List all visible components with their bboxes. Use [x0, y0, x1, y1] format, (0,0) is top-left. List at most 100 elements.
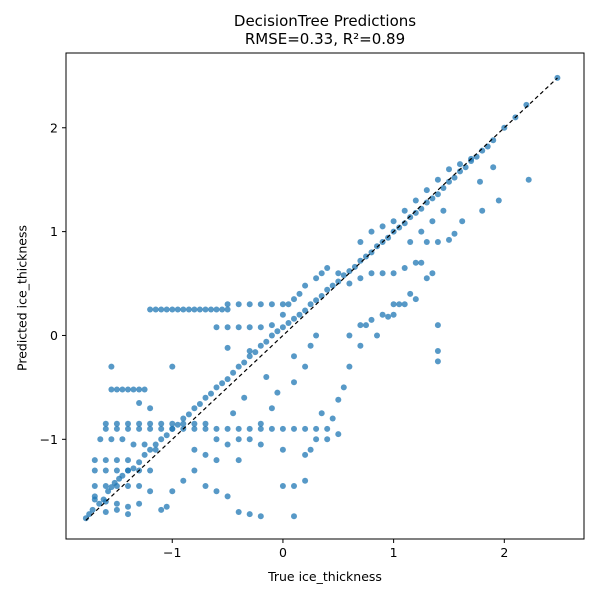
scatter-point	[291, 483, 297, 489]
scatter-point	[401, 207, 408, 214]
scatter-point	[363, 253, 369, 260]
scatter-point	[357, 342, 364, 349]
scatter-point	[263, 338, 270, 345]
scatter-point	[191, 420, 198, 427]
y-ticks: −1 0 1 2	[40, 120, 66, 447]
scatter-point	[241, 359, 248, 366]
scatter-point	[412, 197, 419, 204]
scatter-point	[385, 234, 392, 241]
scatter-point	[152, 446, 159, 453]
scatter-point	[407, 290, 414, 297]
scatter-point	[313, 297, 320, 304]
scatter-point	[89, 506, 96, 513]
scatter-point	[257, 342, 264, 349]
scatter-point	[125, 503, 131, 510]
scatter-point	[125, 511, 131, 518]
scatter-point	[213, 457, 220, 464]
scatter-point	[213, 488, 220, 495]
scatter-point	[307, 301, 314, 308]
scatter-point	[434, 176, 441, 183]
scatter-point	[429, 195, 436, 202]
scatter-point	[125, 425, 131, 432]
points-layer	[82, 74, 561, 522]
x-tick-label: 2	[500, 545, 508, 560]
scatter-point	[202, 306, 209, 313]
scatter-point	[102, 483, 109, 489]
scatter-point	[257, 420, 264, 427]
scatter-point	[152, 441, 159, 448]
scatter-point	[191, 405, 198, 412]
scatter-point	[119, 436, 126, 443]
scatter-point	[136, 500, 143, 507]
scatter-point	[163, 503, 170, 510]
scatter-point	[91, 467, 98, 474]
y-tick-label: 0	[50, 328, 58, 343]
scatter-point	[252, 349, 259, 356]
scatter-point	[224, 324, 231, 331]
scatter-point	[357, 239, 364, 245]
scatter-point	[335, 431, 342, 438]
scatter-point	[224, 306, 231, 313]
scatter-point	[235, 436, 242, 443]
scatter-point	[235, 457, 242, 464]
scatter-point	[208, 390, 214, 397]
scatter-point	[136, 459, 143, 466]
scatter-point	[158, 436, 165, 443]
scatter-point	[479, 207, 486, 214]
x-ticks: −1 0 1 2	[163, 539, 508, 560]
scatter-point	[213, 436, 220, 443]
scatter-point	[446, 178, 452, 185]
scatter-point	[163, 432, 170, 439]
scatter-point	[279, 324, 286, 331]
scatter-point	[213, 384, 220, 391]
scatter-point	[351, 263, 358, 270]
scatter-point	[418, 205, 425, 212]
scatter-point	[368, 228, 375, 235]
scatter-point	[274, 389, 281, 396]
scatter-point	[401, 301, 408, 308]
scatter-point	[246, 301, 253, 308]
scatter-point	[434, 322, 441, 329]
scatter-point	[230, 410, 237, 417]
scatter-point	[346, 332, 353, 339]
scatter-point	[202, 451, 209, 458]
scatter-point	[169, 425, 176, 432]
scatter-point	[96, 500, 103, 507]
scatter-point	[113, 420, 120, 427]
scatter-point	[440, 207, 447, 214]
scatter-point	[291, 315, 297, 322]
scatter-point	[86, 511, 93, 518]
scatter-point	[224, 425, 231, 432]
scatter-point	[136, 483, 143, 489]
scatter-point	[407, 214, 414, 221]
scatter-point	[279, 425, 286, 432]
scatter-point	[113, 506, 120, 513]
scatter-point	[296, 290, 303, 297]
scatter-point	[125, 483, 131, 489]
scatter-point	[268, 332, 275, 339]
scatter-point	[368, 316, 375, 323]
scatter-point	[423, 275, 430, 282]
scatter-point	[346, 268, 353, 275]
scatter-point	[213, 425, 220, 432]
scatter-point	[473, 153, 480, 160]
scatter-point	[119, 386, 126, 393]
scatter-point	[302, 451, 309, 458]
scatter-point	[302, 307, 309, 314]
scatter-point	[202, 420, 209, 427]
scatter-point	[91, 457, 98, 464]
scatter-point	[401, 220, 408, 227]
scatter-point	[296, 311, 303, 318]
scatter-point	[313, 332, 320, 339]
scatter-point	[147, 420, 154, 427]
scatter-point	[484, 143, 491, 150]
scatter-point	[268, 425, 275, 432]
scatter-point	[136, 400, 143, 406]
scatter-point	[191, 306, 198, 313]
scatter-point	[174, 306, 181, 313]
scatter-point	[257, 301, 264, 308]
scatter-point	[318, 293, 325, 299]
scatter-point	[379, 270, 386, 277]
scatter-point	[459, 218, 466, 225]
scatter-point	[525, 176, 532, 183]
